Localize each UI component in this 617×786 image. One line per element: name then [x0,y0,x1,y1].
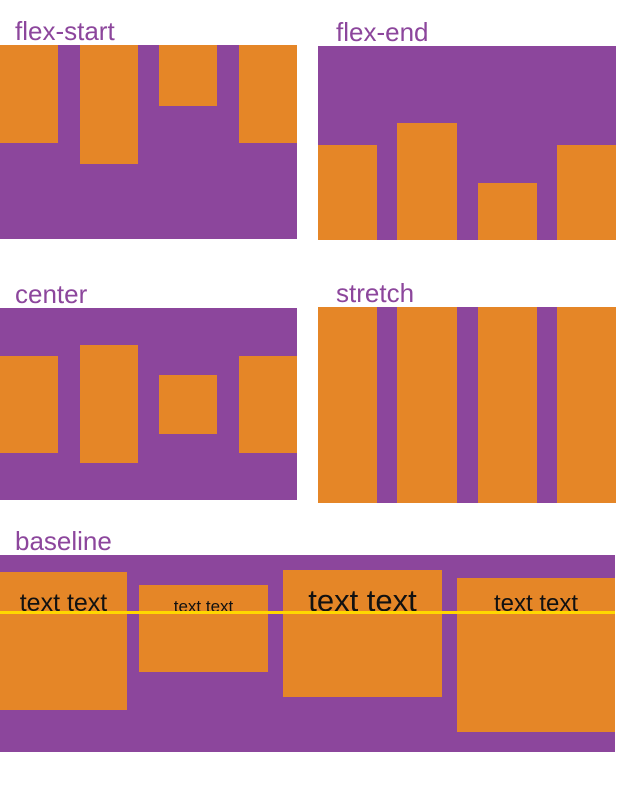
flex-container-flex-end [318,46,616,240]
baseline-line [0,611,615,614]
flex-item-center-2 [79,345,138,463]
flex-item-center-3 [159,374,218,434]
flex-item-flex-end-2 [397,123,458,240]
panel-label-flex-end: flex-end [336,17,429,47]
panel-label-stretch: stretch [336,278,415,308]
panel-label-center: center [15,279,88,309]
flex-item-baseline-3: text text [283,570,442,697]
flex-item-stretch-1 [318,307,377,503]
flex-item-stretch-3 [477,307,537,503]
flex-item-flex-start-4 [238,45,297,143]
flex-item-stretch-4 [556,307,616,503]
flex-item-flex-start-2 [79,45,138,164]
flex-item-flex-start-3 [159,45,218,106]
flex-item-stretch-2 [397,307,458,503]
flex-item-flex-start-1 [0,45,58,143]
item-text: text text [173,597,234,616]
flex-container-center [0,308,297,500]
flex-item-baseline-1: text text [0,572,127,710]
flex-item-flex-end-3 [477,183,537,240]
flex-container-flex-start [0,45,297,239]
flex-item-center-1 [0,355,58,453]
flex-item-center-4 [238,355,297,453]
flex-container-baseline: text text text text text text text text [0,555,615,752]
flex-container-stretch [318,307,616,503]
panel-label-flex-start: flex-start [15,16,115,46]
flex-item-baseline-4: text text [457,578,615,732]
panel-label-baseline: baseline [15,526,112,556]
flex-item-flex-end-1 [318,145,377,240]
flex-item-flex-end-4 [556,145,616,240]
flex-item-baseline-2: text text [139,585,268,672]
